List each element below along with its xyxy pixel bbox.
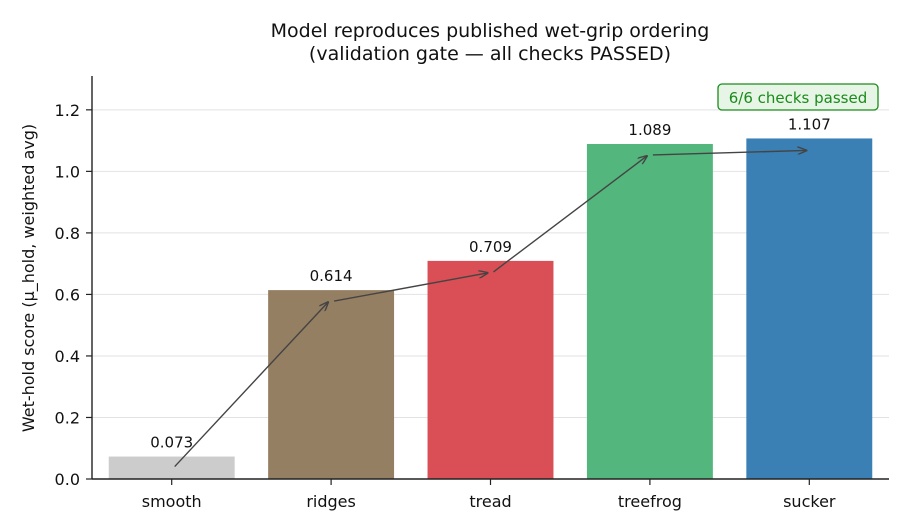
data-label-treefrog: 1.089 — [628, 121, 671, 139]
y-tick-label: 0.2 — [55, 408, 80, 427]
y-tick-label: 0.4 — [55, 347, 80, 366]
data-label-smooth: 0.073 — [150, 434, 193, 452]
y-tick-label: 0.6 — [55, 285, 80, 304]
trend-arrows — [174, 150, 807, 468]
bar-treefrog — [586, 143, 713, 479]
trend-arrow — [652, 150, 806, 156]
trend-arrow — [174, 302, 328, 468]
axes-group: 0.0 0.2 0.4 0.6 0.8 1.0 1.2 smooth ridges tread tr… — [55, 76, 889, 511]
bar-smooth — [108, 456, 235, 479]
x-tick-label-ridges: ridges — [306, 492, 356, 511]
badge-text: 6/6 checks passed — [729, 89, 868, 107]
bar-ridges — [268, 290, 395, 479]
chart-title-line2: (validation gate — all checks PASSED) — [309, 43, 671, 65]
trend-arrow — [333, 273, 487, 302]
data-label-tread: 0.709 — [469, 238, 512, 256]
x-tick-label-smooth: smooth — [142, 492, 202, 511]
data-labels-group: 0.073 0.614 0.709 1.089 1.107 — [150, 115, 831, 451]
y-tick-label: 1.2 — [55, 101, 80, 120]
badge-box — [717, 83, 879, 111]
chart-title-line1: Model reproduces published wet-grip orde… — [271, 20, 710, 42]
y-axis-label: Wet-hold score (μ_hold, weighted avg) — [19, 124, 39, 432]
bars-group — [108, 138, 873, 479]
bar-tread — [427, 260, 554, 479]
x-tick-label-treefrog: treefrog — [618, 492, 682, 511]
data-label-ridges: 0.614 — [310, 267, 353, 285]
y-tick-label: 1.0 — [55, 162, 80, 181]
y-tick-label: 0.8 — [55, 224, 80, 243]
checks-passed-badge: 6/6 checks passed — [717, 83, 879, 111]
x-tick-label-sucker: sucker — [783, 492, 836, 511]
bar-sucker — [746, 138, 873, 479]
trend-arrow — [493, 156, 647, 273]
y-tick-label: 0.0 — [55, 470, 80, 489]
x-tick-label-tread: tread — [469, 492, 511, 511]
data-label-sucker: 1.107 — [788, 115, 831, 133]
